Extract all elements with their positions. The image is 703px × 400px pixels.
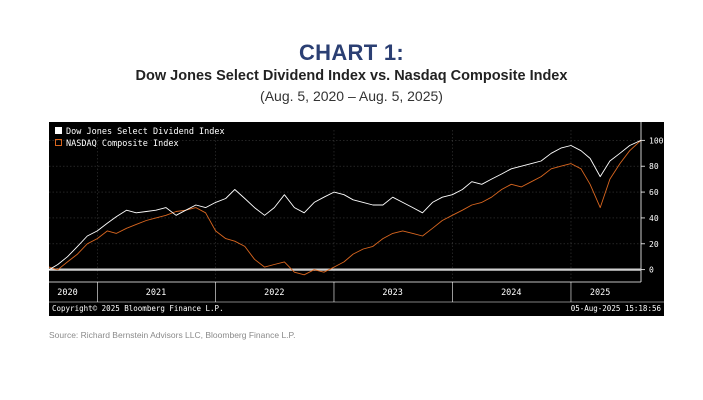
chart-background (49, 122, 664, 316)
y-tick-label: 100 (649, 136, 664, 145)
x-axis: 2020 2021 2022 2023 2024 2025 (49, 281, 664, 303)
y-tick-label: 80 (649, 162, 659, 171)
y-tick-label: 60 (649, 188, 659, 197)
x-tick-label: 2020 (57, 288, 77, 298)
legend: Dow Jones Select Dividend Index NASDAQ C… (55, 127, 225, 149)
legend-label-dividend: Dow Jones Select Dividend Index (66, 127, 225, 137)
copyright-text: Copyright© 2025 Bloomberg Finance L.P. (52, 304, 224, 313)
series-lines (48, 139, 642, 276)
y-tick-label: 40 (649, 214, 659, 223)
legend-swatch-dividend (55, 127, 62, 134)
legend-swatch-nasdaq (55, 139, 62, 146)
chart-subtitle: Dow Jones Select Dividend Index vs. Nasd… (135, 68, 568, 84)
y-tick-label: 0 (649, 266, 654, 275)
series-line-nasdaq (48, 139, 642, 276)
x-tick-label: 2023 (382, 288, 402, 298)
x-tick-label: 2024 (501, 288, 521, 298)
x-tick-label: 2025 (590, 288, 610, 298)
chart-panel: 2020 2021 2022 2023 2024 2025 0 20 40 60 80 100 Do… (48, 122, 664, 316)
x-tick-label: 2022 (264, 288, 284, 298)
source-note: Source: Richard Bernstein Advisors LLC, … (49, 330, 296, 340)
chart-title: CHART 1: (298, 40, 405, 65)
line-chart: 2020 2021 2022 2023 2024 2025 0 20 40 60 80 100 Do… (48, 122, 664, 316)
chart-date-range: (Aug. 5, 2020 – Aug. 5, 2025) (260, 88, 443, 104)
legend-label-nasdaq: NASDAQ Composite Index (66, 139, 179, 149)
y-axis: 0 20 40 60 80 100 (640, 122, 664, 282)
y-tick-label: 20 (649, 240, 659, 249)
series-line-dividend (48, 139, 642, 271)
x-tick-label: 2021 (146, 288, 166, 298)
timestamp-text: 05-Aug-2025 15:18:56 (571, 304, 662, 313)
